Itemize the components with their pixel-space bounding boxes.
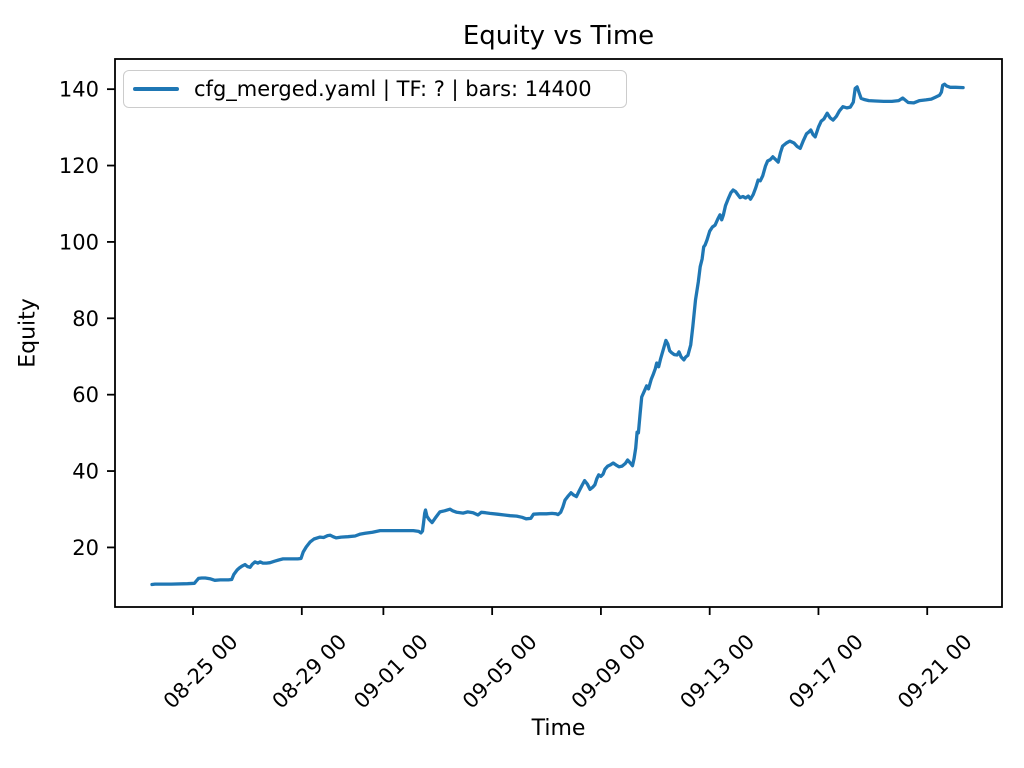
x-tick-label: 09-13 00	[675, 630, 759, 714]
equity-line	[150, 82, 965, 587]
legend-line-sample	[133, 87, 179, 91]
y-tick-label: 40	[72, 460, 99, 484]
chart-title: Equity vs Time	[462, 21, 655, 51]
x-tick-label: 08-29 00	[268, 630, 352, 714]
y-tick-label: 80	[72, 307, 99, 331]
x-tick-label: 09-09 00	[567, 630, 651, 714]
legend: cfg_merged.yaml | TF: ? | bars: 14400	[123, 70, 627, 108]
x-tick-label: 08-25 00	[159, 630, 243, 714]
legend-label: cfg_merged.yaml | TF: ? | bars: 14400	[194, 77, 592, 101]
x-tick-label: 09-01 00	[349, 630, 433, 714]
x-tick-label: 09-21 00	[893, 630, 977, 714]
y-tick-label: 120	[59, 154, 99, 178]
y-tick-label: 20	[72, 536, 99, 560]
y-tick-label: 140	[59, 78, 99, 102]
x-tick-label: 09-05 00	[458, 630, 542, 714]
x-axis-label: Time	[531, 716, 586, 741]
x-tick-label: 09-17 00	[784, 630, 868, 714]
y-tick-label: 100	[59, 230, 99, 254]
axes-spines	[114, 58, 1003, 608]
y-tick-label: 60	[72, 383, 99, 407]
